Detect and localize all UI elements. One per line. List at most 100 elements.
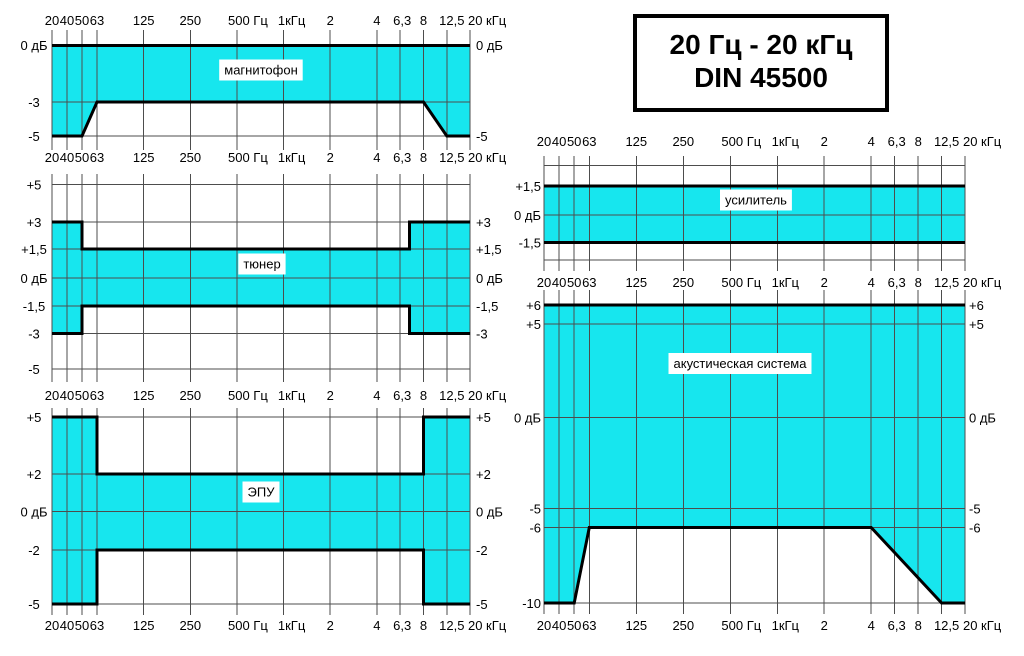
svg-text:1кГц: 1кГц bbox=[772, 134, 800, 149]
svg-text:+5: +5 bbox=[476, 410, 491, 425]
svg-text:2: 2 bbox=[327, 618, 334, 633]
svg-text:12,5: 12,5 bbox=[934, 134, 959, 149]
svg-text:40: 40 bbox=[552, 618, 566, 633]
svg-text:-5: -5 bbox=[28, 362, 40, 377]
svg-text:8: 8 bbox=[915, 618, 922, 633]
svg-text:50: 50 bbox=[75, 13, 89, 28]
svg-text:250: 250 bbox=[672, 134, 694, 149]
svg-text:+1,5: +1,5 bbox=[476, 242, 502, 257]
svg-text:500 Гц: 500 Гц bbox=[228, 618, 268, 633]
svg-text:4: 4 bbox=[373, 618, 380, 633]
svg-text:500 Гц: 500 Гц bbox=[721, 275, 761, 290]
svg-text:+5: +5 bbox=[27, 178, 42, 193]
svg-text:6,3: 6,3 bbox=[393, 13, 411, 28]
svg-text:4: 4 bbox=[373, 388, 380, 403]
svg-text:-1,5: -1,5 bbox=[519, 235, 541, 250]
svg-text:8: 8 bbox=[420, 388, 427, 403]
svg-text:20: 20 bbox=[45, 618, 59, 633]
svg-text:50: 50 bbox=[567, 275, 581, 290]
svg-text:2: 2 bbox=[327, 13, 334, 28]
svg-text:12,5: 12,5 bbox=[439, 13, 464, 28]
svg-text:-3: -3 bbox=[476, 327, 488, 342]
svg-text:40: 40 bbox=[60, 618, 74, 633]
svg-text:-5: -5 bbox=[28, 597, 40, 612]
svg-text:20 кГц: 20 кГц bbox=[963, 618, 1002, 633]
svg-text:1кГц: 1кГц bbox=[278, 13, 306, 28]
svg-text:-1,5: -1,5 bbox=[23, 299, 45, 314]
svg-text:125: 125 bbox=[133, 618, 155, 633]
svg-text:1кГц: 1кГц bbox=[772, 618, 800, 633]
svg-text:20: 20 bbox=[45, 13, 59, 28]
svg-text:250: 250 bbox=[672, 275, 694, 290]
svg-text:250: 250 bbox=[179, 150, 201, 165]
svg-text:500 Гц: 500 Гц bbox=[228, 13, 268, 28]
svg-text:+6: +6 bbox=[969, 298, 984, 313]
svg-text:20: 20 bbox=[45, 388, 59, 403]
svg-text:+3: +3 bbox=[27, 215, 42, 230]
svg-text:ЭПУ: ЭПУ bbox=[248, 485, 276, 500]
svg-text:+5: +5 bbox=[969, 317, 984, 332]
svg-text:50: 50 bbox=[75, 388, 89, 403]
svg-text:8: 8 bbox=[915, 275, 922, 290]
svg-text:40: 40 bbox=[60, 13, 74, 28]
svg-text:2: 2 bbox=[327, 150, 334, 165]
svg-text:0 дБ: 0 дБ bbox=[476, 271, 503, 286]
svg-text:63: 63 bbox=[90, 13, 104, 28]
svg-text:6,3: 6,3 bbox=[393, 388, 411, 403]
svg-text:4: 4 bbox=[373, 150, 380, 165]
svg-text:0 дБ: 0 дБ bbox=[476, 505, 503, 520]
svg-text:+6: +6 bbox=[526, 298, 541, 313]
svg-text:63: 63 bbox=[582, 618, 596, 633]
svg-text:250: 250 bbox=[672, 618, 694, 633]
svg-text:2: 2 bbox=[821, 275, 828, 290]
svg-text:20 кГц: 20 кГц bbox=[468, 150, 507, 165]
svg-text:12,5: 12,5 bbox=[934, 618, 959, 633]
svg-text:-5: -5 bbox=[28, 129, 40, 144]
svg-text:+1,5: +1,5 bbox=[515, 179, 541, 194]
svg-text:0 дБ: 0 дБ bbox=[514, 208, 541, 223]
svg-text:8: 8 bbox=[420, 618, 427, 633]
svg-text:63: 63 bbox=[90, 150, 104, 165]
svg-text:125: 125 bbox=[625, 618, 647, 633]
svg-text:+5: +5 bbox=[27, 410, 42, 425]
svg-text:1кГц: 1кГц bbox=[772, 275, 800, 290]
svg-text:акустическая система: акустическая система bbox=[674, 356, 808, 371]
svg-text:0 дБ: 0 дБ bbox=[21, 38, 48, 53]
svg-text:+5: +5 bbox=[526, 317, 541, 332]
svg-text:-6: -6 bbox=[529, 521, 541, 536]
svg-text:-5: -5 bbox=[476, 129, 488, 144]
svg-text:250: 250 bbox=[179, 618, 201, 633]
svg-text:0 дБ: 0 дБ bbox=[969, 411, 996, 426]
svg-text:6,3: 6,3 bbox=[888, 618, 906, 633]
svg-text:-5: -5 bbox=[476, 597, 488, 612]
svg-text:40: 40 bbox=[60, 388, 74, 403]
svg-text:тюнер: тюнер bbox=[243, 257, 280, 272]
svg-text:20: 20 bbox=[537, 618, 551, 633]
svg-text:-2: -2 bbox=[28, 543, 40, 558]
svg-text:125: 125 bbox=[133, 13, 155, 28]
svg-text:63: 63 bbox=[90, 388, 104, 403]
svg-text:20: 20 bbox=[45, 150, 59, 165]
svg-text:6,3: 6,3 bbox=[888, 275, 906, 290]
svg-text:8: 8 bbox=[420, 13, 427, 28]
svg-text:63: 63 bbox=[90, 618, 104, 633]
svg-text:-3: -3 bbox=[28, 327, 40, 342]
svg-text:-5: -5 bbox=[969, 502, 981, 517]
svg-text:0 дБ: 0 дБ bbox=[21, 271, 48, 286]
svg-text:+1,5: +1,5 bbox=[21, 242, 47, 257]
svg-text:125: 125 bbox=[625, 275, 647, 290]
svg-text:20 кГц: 20 кГц bbox=[468, 388, 507, 403]
svg-text:125: 125 bbox=[133, 388, 155, 403]
svg-text:1кГц: 1кГц bbox=[278, 150, 306, 165]
svg-text:4: 4 bbox=[868, 275, 875, 290]
svg-text:2: 2 bbox=[821, 618, 828, 633]
svg-text:250: 250 bbox=[179, 388, 201, 403]
svg-text:6,3: 6,3 bbox=[888, 134, 906, 149]
svg-text:12,5: 12,5 bbox=[934, 275, 959, 290]
svg-text:2: 2 bbox=[821, 134, 828, 149]
svg-text:500 Гц: 500 Гц bbox=[228, 388, 268, 403]
svg-text:20 кГц: 20 кГц bbox=[963, 134, 1002, 149]
svg-text:+2: +2 bbox=[27, 467, 42, 482]
svg-text:усилитель: усилитель bbox=[725, 193, 787, 208]
svg-text:2: 2 bbox=[327, 388, 334, 403]
